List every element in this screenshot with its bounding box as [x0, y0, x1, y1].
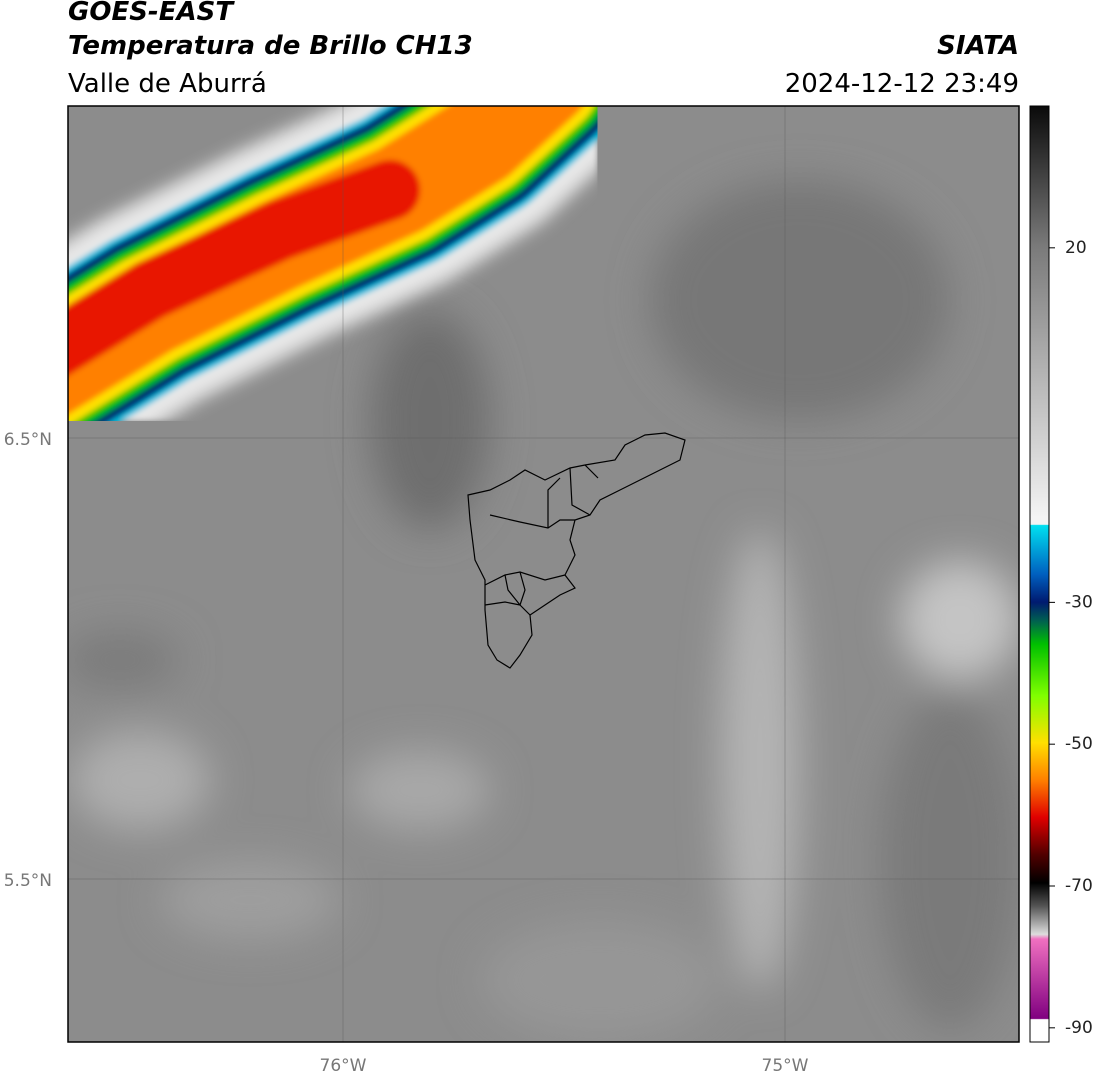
region: Valle de Aburrá — [68, 69, 267, 99]
subtitle: Temperatura de Brillo CH13 — [68, 31, 473, 61]
source: SIATA — [937, 31, 1019, 61]
colorbar-tick-label: 20 — [1065, 238, 1087, 258]
lon-label: 75°W — [762, 1056, 809, 1076]
lat-label: 5.5°N — [4, 871, 52, 891]
colorbar-scale — [1029, 105, 1050, 1043]
aburra-outline — [467, 432, 686, 669]
colorbar — [1029, 105, 1050, 1043]
timestamp: 2024-12-12 23:49 — [785, 69, 1019, 99]
colorbar-tick-label: -70 — [1065, 876, 1093, 896]
lat-label: 6.5°N — [4, 430, 52, 450]
colorbar-tick-label: -90 — [1065, 1018, 1093, 1038]
title: GOES-EAST — [68, 0, 235, 27]
colorbar-tick-label: -50 — [1065, 734, 1093, 754]
lon-label: 76°W — [320, 1056, 367, 1076]
colorbar-tick-label: -30 — [1065, 592, 1093, 612]
satellite-image — [68, 106, 1019, 1042]
map-frame — [67, 105, 1020, 1043]
